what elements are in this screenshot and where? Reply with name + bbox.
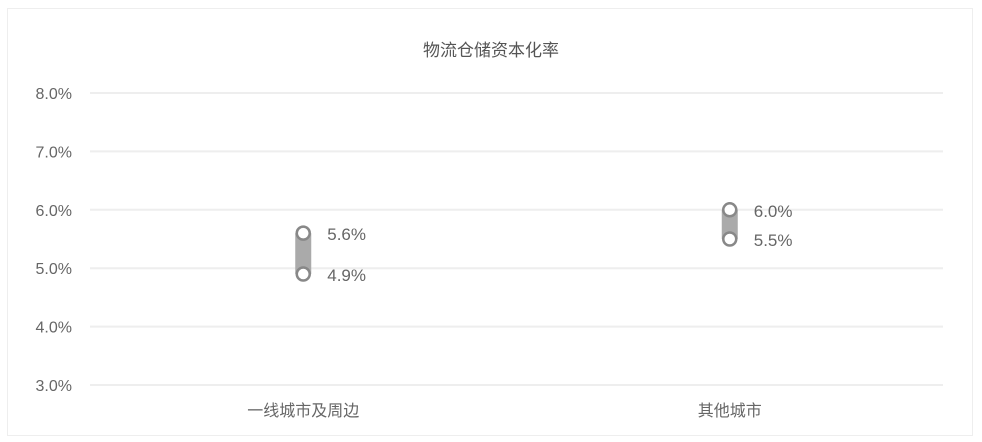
y-tick-label: 8.0% bbox=[36, 86, 72, 103]
high-marker bbox=[722, 202, 738, 218]
x-tick-label: 其他城市 bbox=[698, 402, 762, 420]
y-tick-label: 4.0% bbox=[36, 320, 72, 337]
chart-frame bbox=[7, 8, 973, 436]
high-marker bbox=[295, 225, 311, 241]
y-tick-label: 6.0% bbox=[36, 203, 72, 220]
low-marker bbox=[295, 266, 311, 282]
range-bar bbox=[295, 233, 312, 275]
chart-title: 物流仓储资本化率 bbox=[423, 41, 559, 61]
high-data-label: 5.6% bbox=[327, 225, 366, 244]
y-tick-label: 3.0% bbox=[36, 378, 72, 395]
low-marker bbox=[722, 231, 738, 247]
y-tick-label: 5.0% bbox=[36, 261, 72, 278]
low-data-label: 4.9% bbox=[327, 266, 366, 285]
range-bar bbox=[721, 209, 738, 239]
high-data-label: 6.0% bbox=[754, 202, 793, 221]
x-tick-label: 一线城市及周边 bbox=[247, 402, 359, 420]
y-tick-label: 7.0% bbox=[36, 144, 72, 161]
low-data-label: 5.5% bbox=[754, 231, 793, 250]
